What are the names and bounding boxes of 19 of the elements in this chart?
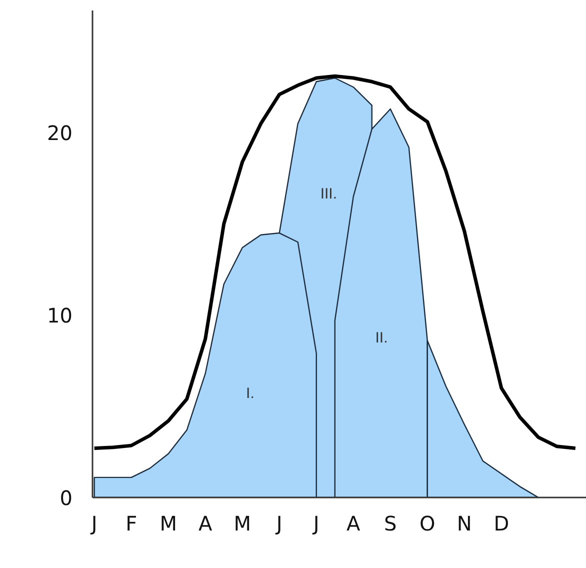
y-tick-label: 20 [47,121,73,146]
x-tick-label: M [234,512,252,536]
x-tick-label: O [420,512,436,536]
x-tick-label: N [456,512,472,536]
y-tick-label: 0 [60,486,73,510]
x-tick-label: A [346,512,361,536]
series-label: I. [246,384,254,402]
x-tick-label: J [274,512,282,536]
x-tick-label: D [494,512,510,536]
y-tick-label: 10 [47,304,73,328]
x-tick-label: S [384,512,397,536]
series-label: III. [320,185,338,202]
x-tick-label: J [89,512,98,536]
series-label: II. [375,329,388,346]
x-tick-label: M [160,512,177,536]
x-tick-label: A [198,512,213,536]
x-tick-label: J [311,512,320,536]
x-tick-label: F [126,512,138,536]
line-series [92,74,578,450]
